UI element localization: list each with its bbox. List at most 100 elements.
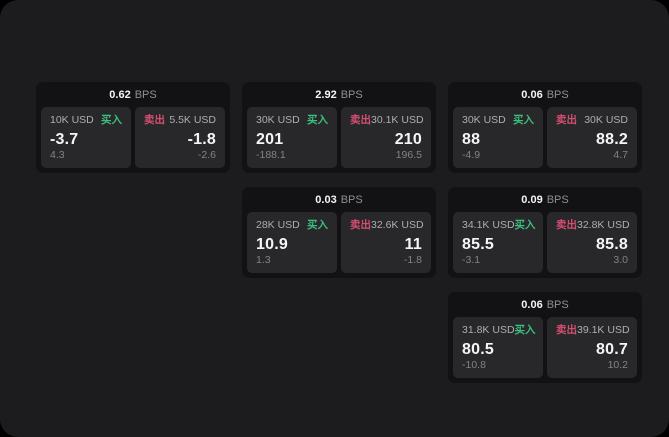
buy-secondary-value: -188.1 — [256, 149, 286, 161]
buy-amount: 30K USD — [256, 114, 300, 126]
buy-price: 88 — [462, 131, 481, 148]
sell-secondary-value: 3.0 — [613, 254, 628, 266]
card-body: 28K USD 买入 10.9 1.3 卖出 32.6K USD 11 -1.8 — [247, 212, 431, 273]
bps-value: 0.06 — [521, 88, 543, 101]
sell-side-label: 卖出 — [350, 114, 371, 126]
sell-panel[interactable]: 卖出 39.1K USD 80.7 10.2 — [547, 317, 637, 378]
sell-secondary-value: -2.6 — [197, 149, 216, 161]
buy-amount: 30K USD — [462, 114, 506, 126]
bps-unit-label: BPS — [134, 88, 157, 101]
sell-amount: 5.5K USD — [169, 114, 216, 126]
buy-top-row: 28K USD 买入 — [256, 219, 328, 232]
sell-secondary-value: 4.7 — [613, 149, 628, 161]
buy-top-row: 30K USD 买入 — [256, 114, 328, 127]
quote-card[interactable]: 0.09 BPS 34.1K USD 买入 85.5 -3.1 卖出 32.8K… — [448, 187, 642, 278]
buy-side-label: 买入 — [307, 114, 328, 126]
card-body: 30K USD 买入 88 -4.9 卖出 30K USD 88.2 4.7 — [453, 107, 637, 168]
sell-side-label: 卖出 — [556, 219, 577, 231]
card-header: 2.92 BPS — [247, 82, 431, 107]
sell-side-label: 卖出 — [144, 114, 165, 126]
quote-card[interactable]: 0.62 BPS 10K USD 买入 -3.7 4.3 卖出 5.5K USD… — [36, 82, 230, 173]
card-header: 0.06 BPS — [453, 292, 637, 317]
buy-panel[interactable]: 10K USD 买入 -3.7 4.3 — [41, 107, 131, 168]
buy-panel[interactable]: 30K USD 买入 88 -4.9 — [453, 107, 543, 168]
sell-panel[interactable]: 卖出 30K USD 88.2 4.7 — [547, 107, 637, 168]
bps-unit-label: BPS — [340, 88, 363, 101]
sell-price: -1.8 — [187, 131, 216, 148]
buy-amount: 28K USD — [256, 219, 300, 231]
buy-side-label: 买入 — [514, 324, 536, 336]
sell-amount: 30K USD — [584, 114, 628, 126]
sell-panel[interactable]: 卖出 30.1K USD 210 196.5 — [341, 107, 431, 168]
buy-amount: 10K USD — [50, 114, 94, 126]
sell-top-row: 卖出 39.1K USD — [556, 324, 630, 337]
buy-secondary-value: -10.8 — [462, 359, 486, 371]
buy-amount: 34.1K USD — [462, 219, 515, 231]
quote-card[interactable]: 2.92 BPS 30K USD 买入 201 -188.1 卖出 30.1K … — [242, 82, 436, 173]
sell-price: 88.2 — [596, 131, 628, 148]
bps-value: 0.03 — [315, 193, 337, 206]
quote-card[interactable]: 0.06 BPS 30K USD 买入 88 -4.9 卖出 30K USD 8… — [448, 82, 642, 173]
bps-value: 0.06 — [521, 298, 543, 311]
sell-top-row: 卖出 30.1K USD — [350, 114, 424, 127]
sell-top-row: 卖出 32.8K USD — [556, 219, 630, 232]
sell-side-label: 卖出 — [350, 219, 371, 231]
buy-panel[interactable]: 28K USD 买入 10.9 1.3 — [247, 212, 337, 273]
buy-panel[interactable]: 31.8K USD 买入 80.5 -10.8 — [453, 317, 543, 378]
card-header: 0.09 BPS — [453, 187, 637, 212]
bps-unit-label: BPS — [546, 88, 569, 101]
buy-side-label: 买入 — [513, 114, 534, 126]
card-header: 0.62 BPS — [41, 82, 225, 107]
sell-amount: 30.1K USD — [371, 114, 424, 126]
buy-price: 85.5 — [462, 236, 494, 253]
sell-price: 11 — [404, 236, 422, 253]
buy-amount: 31.8K USD — [462, 324, 515, 336]
bps-value: 0.09 — [521, 193, 543, 206]
sell-price: 80.7 — [596, 341, 628, 358]
buy-side-label: 买入 — [101, 114, 122, 126]
buy-price: 80.5 — [462, 341, 494, 358]
buy-side-label: 买入 — [307, 219, 328, 231]
card-body: 31.8K USD 买入 80.5 -10.8 卖出 39.1K USD 80.… — [453, 317, 637, 378]
buy-top-row: 30K USD 买入 — [462, 114, 534, 127]
sell-price: 85.8 — [596, 236, 628, 253]
buy-secondary-value: 4.3 — [50, 149, 65, 161]
sell-side-label: 卖出 — [556, 114, 577, 126]
buy-side-label: 买入 — [514, 219, 536, 231]
buy-panel[interactable]: 34.1K USD 买入 85.5 -3.1 — [453, 212, 543, 273]
sell-price: 210 — [394, 131, 422, 148]
sell-amount: 32.6K USD — [371, 219, 424, 231]
sell-panel[interactable]: 卖出 5.5K USD -1.8 -2.6 — [135, 107, 225, 168]
buy-price: 10.9 — [256, 236, 288, 253]
sell-amount: 32.8K USD — [577, 219, 630, 231]
sell-top-row: 卖出 30K USD — [556, 114, 628, 127]
quote-card[interactable]: 0.06 BPS 31.8K USD 买入 80.5 -10.8 卖出 39.1… — [448, 292, 642, 383]
sell-top-row: 卖出 5.5K USD — [144, 114, 216, 127]
card-body: 30K USD 买入 201 -188.1 卖出 30.1K USD 210 1… — [247, 107, 431, 168]
buy-top-row: 34.1K USD 买入 — [462, 219, 536, 232]
buy-secondary-value: -3.1 — [462, 254, 481, 266]
buy-top-row: 31.8K USD 买入 — [462, 324, 536, 337]
buy-price: -3.7 — [50, 131, 79, 148]
sell-secondary-value: -1.8 — [403, 254, 422, 266]
sell-top-row: 卖出 32.6K USD — [350, 219, 424, 232]
buy-secondary-value: 1.3 — [256, 254, 271, 266]
buy-top-row: 10K USD 买入 — [50, 114, 122, 127]
bps-unit-label: BPS — [340, 193, 363, 206]
sell-panel[interactable]: 卖出 32.8K USD 85.8 3.0 — [547, 212, 637, 273]
cards-grid: 0.62 BPS 10K USD 买入 -3.7 4.3 卖出 5.5K USD… — [36, 82, 642, 383]
buy-price: 201 — [256, 131, 284, 148]
sell-secondary-value: 10.2 — [607, 359, 628, 371]
buy-secondary-value: -4.9 — [462, 149, 481, 161]
sell-secondary-value: 196.5 — [395, 149, 422, 161]
sell-side-label: 卖出 — [556, 324, 577, 336]
buy-panel[interactable]: 30K USD 买入 201 -188.1 — [247, 107, 337, 168]
sell-panel[interactable]: 卖出 32.6K USD 11 -1.8 — [341, 212, 431, 273]
bps-unit-label: BPS — [546, 193, 569, 206]
card-body: 34.1K USD 买入 85.5 -3.1 卖出 32.8K USD 85.8… — [453, 212, 637, 273]
quote-card[interactable]: 0.03 BPS 28K USD 买入 10.9 1.3 卖出 32.6K US… — [242, 187, 436, 278]
card-header: 0.03 BPS — [247, 187, 431, 212]
bps-value: 2.92 — [315, 88, 337, 101]
card-header: 0.06 BPS — [453, 82, 637, 107]
